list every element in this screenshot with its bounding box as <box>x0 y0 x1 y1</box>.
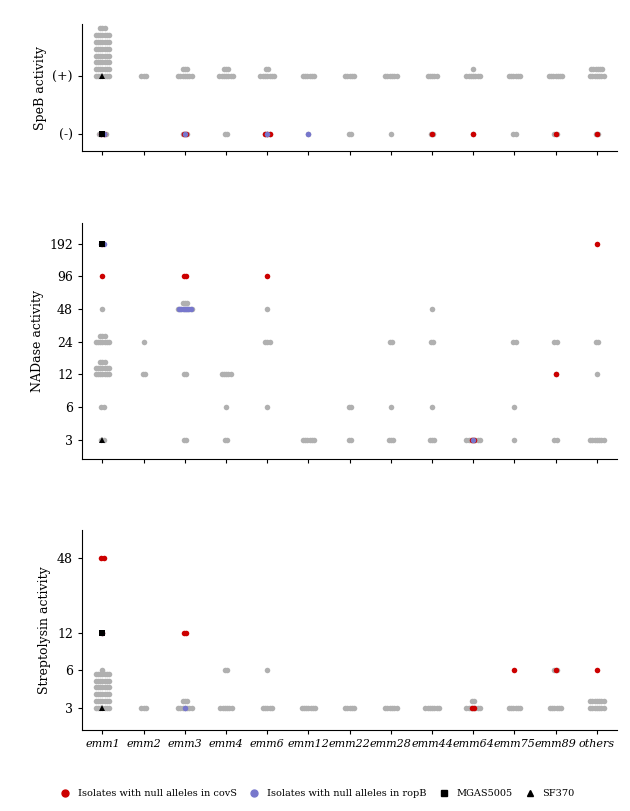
Y-axis label: SpeB activity: SpeB activity <box>34 46 47 130</box>
Y-axis label: Streptolysin activity: Streptolysin activity <box>38 566 51 694</box>
Y-axis label: NADase activity: NADase activity <box>31 290 43 392</box>
Legend: Isolates with null alleles in covS, Isolates with null alleles in ropB, MGAS5005: Isolates with null alleles in covS, Isol… <box>51 785 579 802</box>
